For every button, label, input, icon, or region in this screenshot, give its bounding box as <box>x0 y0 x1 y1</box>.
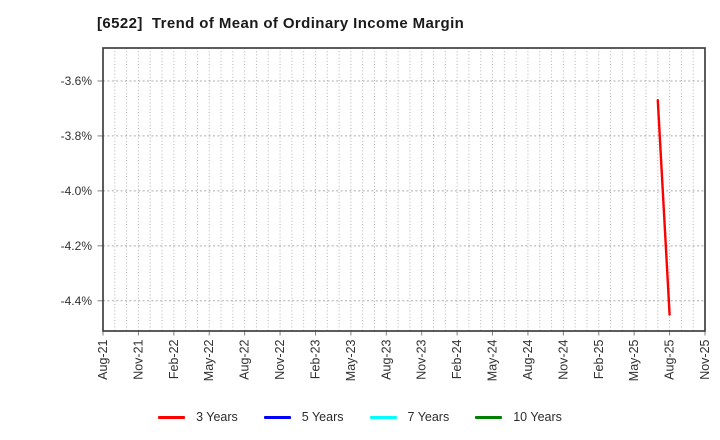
legend-item-7-years: 7 Years <box>369 410 450 424</box>
plot-area: -3.6% -3.8% -4.0% -4.2% -4.4% Aug-21 Nov-21 Feb… <box>61 47 712 381</box>
legend-label-3-years: 3 Years <box>196 410 238 424</box>
x-tick-label: Aug-22 <box>238 339 252 379</box>
legend-line-swatch-10-years <box>475 415 503 419</box>
x-tick-label: Nov-23 <box>415 339 429 379</box>
legend-label-7-years: 7 Years <box>407 410 450 424</box>
legend-item-10-years: 10 Years <box>475 410 562 424</box>
x-tick-label: May-22 <box>202 339 216 381</box>
legend-line-swatch-7-years <box>369 415 397 419</box>
legend-label-5-years: 5 Years <box>301 410 344 424</box>
x-tick-label: May-25 <box>627 339 641 381</box>
legend: 3 Years 5 Years 7 Years 10 Years <box>0 405 720 429</box>
x-tick-label: May-24 <box>486 339 500 381</box>
x-tick-label: May-23 <box>344 339 358 381</box>
x-tick-label: Aug-23 <box>379 339 393 379</box>
y-tick-label: -3.6% <box>61 74 93 88</box>
y-tick-label: -3.8% <box>61 129 93 143</box>
y-tick-label: -4.0% <box>61 184 93 198</box>
y-tick-label: -4.4% <box>61 294 93 308</box>
x-tick-label: Nov-22 <box>273 339 287 379</box>
legend-item-3-years: 3 Years <box>158 410 238 424</box>
legend-line-swatch-5-years <box>263 415 291 419</box>
x-tick-label: Nov-21 <box>131 339 145 379</box>
chart-title: [6522] Trend of Mean of Ordinary Income … <box>97 15 465 32</box>
x-tick-label: Aug-25 <box>663 339 677 379</box>
x-tick-label: Feb-23 <box>308 339 322 379</box>
legend-line-swatch-3-years <box>158 415 186 419</box>
plot-border <box>102 47 706 332</box>
x-tick-label: Feb-24 <box>450 339 464 379</box>
series-line-3-years <box>656 99 671 316</box>
legend-item-5-years: 5 Years <box>263 410 344 424</box>
legend-label-10-years: 10 Years <box>513 410 562 424</box>
x-tick-label: Nov-25 <box>698 339 712 379</box>
x-tick-label: Aug-21 <box>96 339 110 379</box>
x-tick-label: Feb-22 <box>167 339 181 379</box>
x-tick-label: Aug-24 <box>521 339 535 379</box>
x-tick-label: Nov-24 <box>556 339 570 379</box>
y-tick-label: -4.2% <box>61 239 93 253</box>
x-tick-label: Feb-25 <box>592 339 606 379</box>
